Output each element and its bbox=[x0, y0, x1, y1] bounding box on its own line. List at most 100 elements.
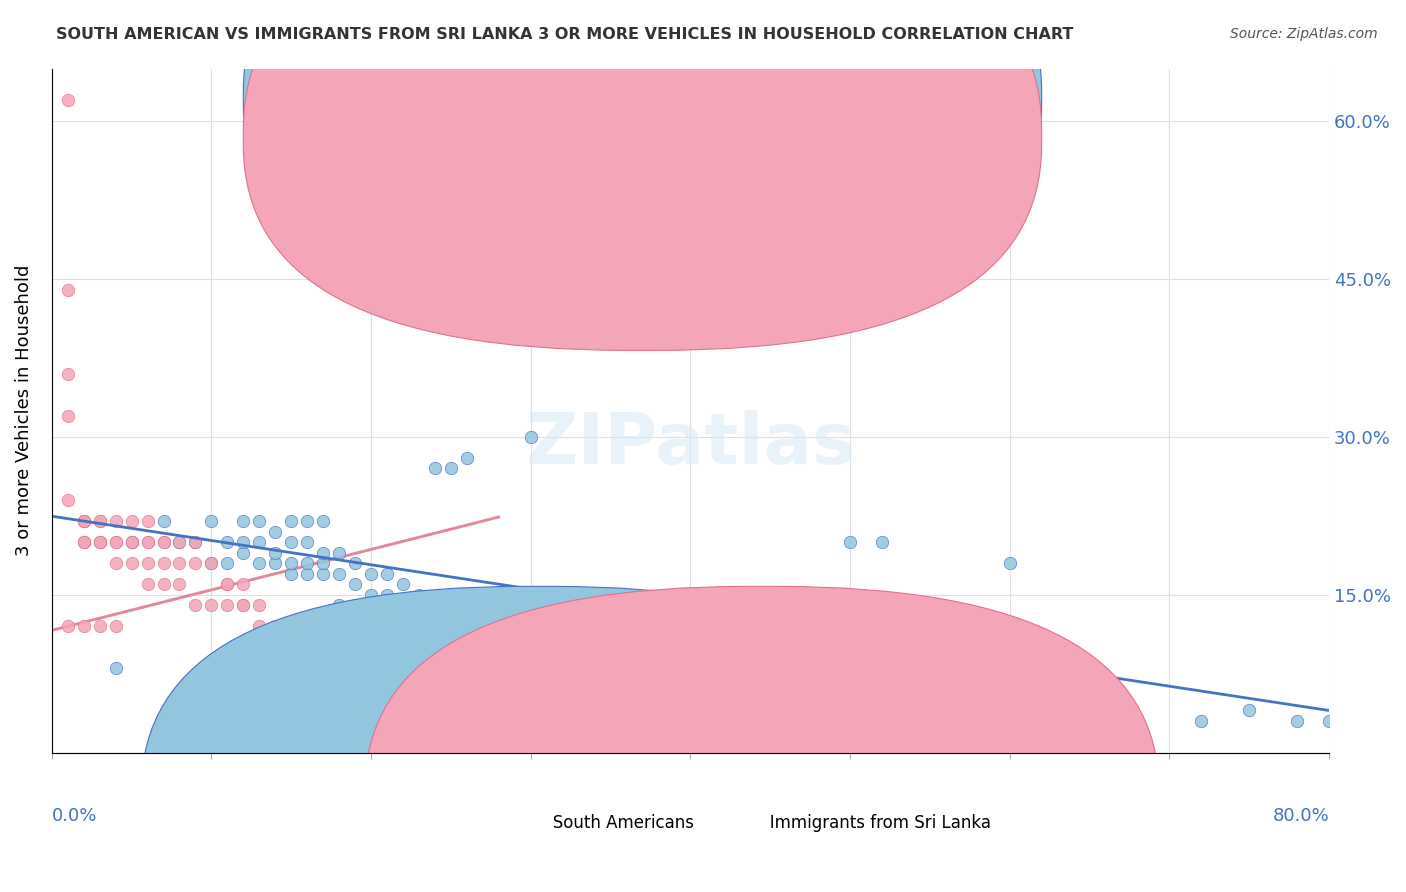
Point bbox=[440, 461, 463, 475]
Point bbox=[344, 556, 367, 570]
Point bbox=[217, 556, 239, 570]
Point bbox=[73, 514, 96, 528]
Point bbox=[280, 514, 302, 528]
Point bbox=[232, 535, 254, 549]
Point bbox=[73, 535, 96, 549]
Point bbox=[136, 514, 159, 528]
Point bbox=[456, 724, 478, 739]
Point bbox=[423, 608, 446, 623]
Point bbox=[360, 566, 382, 581]
Point bbox=[599, 682, 621, 697]
Text: 0.299: 0.299 bbox=[703, 128, 756, 146]
Point bbox=[855, 704, 877, 718]
Text: 80.0%: 80.0% bbox=[1272, 807, 1329, 825]
Point bbox=[471, 724, 494, 739]
Point bbox=[295, 556, 318, 570]
Point bbox=[392, 599, 415, 613]
Y-axis label: 3 or more Vehicles in Household: 3 or more Vehicles in Household bbox=[15, 265, 32, 557]
Point bbox=[664, 682, 686, 697]
Point bbox=[217, 577, 239, 591]
Point bbox=[232, 577, 254, 591]
Point bbox=[360, 608, 382, 623]
Point bbox=[456, 630, 478, 644]
Point bbox=[56, 493, 79, 508]
Point bbox=[136, 535, 159, 549]
Point bbox=[488, 630, 510, 644]
Text: SOUTH AMERICAN VS IMMIGRANTS FROM SRI LANKA 3 OR MORE VEHICLES IN HOUSEHOLD CORR: SOUTH AMERICAN VS IMMIGRANTS FROM SRI LA… bbox=[56, 27, 1074, 42]
Point bbox=[695, 608, 717, 623]
Point bbox=[1126, 714, 1149, 728]
Point bbox=[121, 535, 143, 549]
Point bbox=[360, 661, 382, 675]
Point bbox=[184, 535, 207, 549]
Point bbox=[344, 577, 367, 591]
Point bbox=[89, 535, 111, 549]
Point bbox=[503, 651, 526, 665]
Point bbox=[121, 556, 143, 570]
Point bbox=[56, 367, 79, 381]
Point bbox=[104, 556, 127, 570]
Point bbox=[742, 619, 765, 633]
Point bbox=[1031, 714, 1053, 728]
Point bbox=[136, 577, 159, 591]
Point bbox=[998, 556, 1021, 570]
Point bbox=[328, 546, 350, 560]
Text: ZIPatlas: ZIPatlas bbox=[526, 410, 855, 479]
Point bbox=[200, 514, 222, 528]
Text: R =: R = bbox=[640, 90, 675, 108]
Point bbox=[918, 714, 941, 728]
Point bbox=[56, 619, 79, 633]
Point bbox=[184, 535, 207, 549]
FancyBboxPatch shape bbox=[243, 0, 1042, 313]
Point bbox=[408, 608, 430, 623]
Point bbox=[935, 714, 957, 728]
Point bbox=[1237, 704, 1260, 718]
Text: 68: 68 bbox=[844, 128, 866, 146]
Text: -0.411: -0.411 bbox=[703, 90, 762, 108]
Point bbox=[488, 724, 510, 739]
Point bbox=[169, 535, 191, 549]
Point bbox=[375, 566, 398, 581]
Point bbox=[423, 704, 446, 718]
Point bbox=[328, 599, 350, 613]
Point bbox=[89, 514, 111, 528]
FancyBboxPatch shape bbox=[141, 586, 935, 892]
Point bbox=[56, 283, 79, 297]
Point bbox=[200, 556, 222, 570]
Point bbox=[73, 514, 96, 528]
Point bbox=[264, 556, 287, 570]
Point bbox=[360, 588, 382, 602]
Point bbox=[121, 514, 143, 528]
Point bbox=[280, 640, 302, 655]
Point bbox=[679, 693, 702, 707]
Text: N =: N = bbox=[793, 90, 830, 108]
Point bbox=[679, 704, 702, 718]
Point bbox=[247, 599, 270, 613]
Point bbox=[232, 546, 254, 560]
Point bbox=[152, 535, 174, 549]
Point bbox=[73, 535, 96, 549]
Point bbox=[375, 682, 398, 697]
Point bbox=[312, 556, 335, 570]
Point bbox=[312, 514, 335, 528]
Point bbox=[1317, 714, 1340, 728]
Point bbox=[950, 724, 973, 739]
Point bbox=[295, 566, 318, 581]
Point bbox=[440, 704, 463, 718]
Point bbox=[200, 599, 222, 613]
Point bbox=[152, 535, 174, 549]
Point bbox=[471, 630, 494, 644]
Point bbox=[184, 599, 207, 613]
Point bbox=[247, 556, 270, 570]
FancyBboxPatch shape bbox=[243, 0, 1042, 351]
Point bbox=[375, 619, 398, 633]
Point bbox=[247, 619, 270, 633]
Point bbox=[599, 599, 621, 613]
Point bbox=[471, 651, 494, 665]
Point bbox=[247, 535, 270, 549]
Point bbox=[89, 535, 111, 549]
Point bbox=[280, 535, 302, 549]
Text: R =: R = bbox=[640, 128, 675, 146]
Point bbox=[184, 556, 207, 570]
Point bbox=[280, 619, 302, 633]
